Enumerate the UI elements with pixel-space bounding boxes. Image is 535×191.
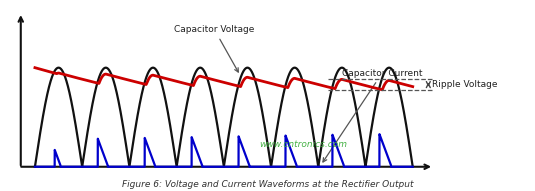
Text: Capacitor Voltage: Capacitor Voltage [174,25,255,72]
Text: Ripple Voltage: Ripple Voltage [432,80,498,89]
Text: Capacitor Current: Capacitor Current [323,69,423,162]
Text: Figure 6: Voltage and Current Waveforms at the Rectifier Output: Figure 6: Voltage and Current Waveforms … [122,180,413,189]
Text: www.cntronics.com: www.cntronics.com [259,140,347,149]
